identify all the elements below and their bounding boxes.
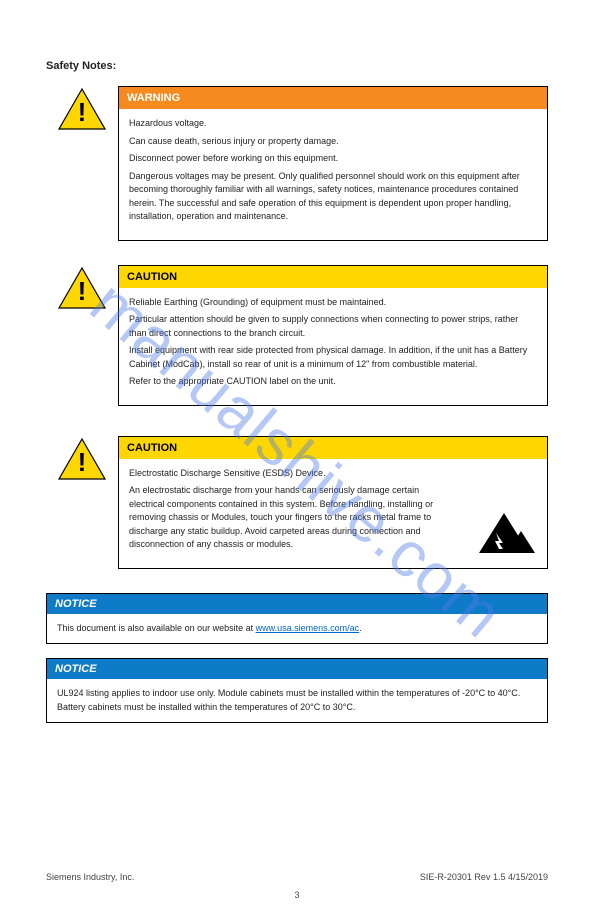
notice-block: NOTICE This document is also available o… (46, 593, 548, 645)
svg-text:!: ! (78, 276, 87, 306)
caution-block: ! CAUTION Reliable Earthing (Grounding) … (46, 265, 548, 406)
notice-block: NOTICE UL924 listing applies to indoor u… (46, 658, 548, 723)
warning-body: Hazardous voltage. Can cause death, seri… (119, 109, 547, 240)
caution-triangle-icon: ! (58, 267, 106, 309)
warning-triangle-icon: ! (58, 88, 106, 130)
website-link[interactable]: www.usa.siemens.com/ac (256, 623, 360, 633)
caution-body: Reliable Earthing (Grounding) of equipme… (119, 288, 547, 405)
warning-header: WARNING (119, 87, 547, 109)
svg-text:!: ! (78, 97, 87, 127)
caution-header: CAUTION (119, 266, 547, 288)
caution-esd-block: ! CAUTION Electrostatic Discharge Sensit… (46, 436, 548, 569)
caution-esd-body: Electrostatic Discharge Sensitive (ESDS)… (119, 459, 547, 568)
footer-right: SIE-R-20301 Rev 1.5 4/15/2019 (420, 872, 548, 882)
caution-line: Install equipment with rear side protect… (129, 344, 537, 371)
warning-line: Hazardous voltage. (129, 117, 537, 131)
page-footer: Siemens Industry, Inc. SIE-R-20301 Rev 1… (46, 872, 548, 882)
caution-esd-line: An electrostatic discharge from your han… (129, 484, 455, 552)
caution-triangle-icon: ! (58, 438, 106, 480)
notice-body: This document is also available on our w… (47, 614, 547, 644)
caution-esd-line: Electrostatic Discharge Sensitive (ESDS)… (129, 467, 455, 481)
caution-esd-header: CAUTION (119, 437, 547, 459)
notice-header: NOTICE (47, 659, 547, 679)
caution-line: Reliable Earthing (Grounding) of equipme… (129, 296, 537, 310)
footer-left: Siemens Industry, Inc. (46, 872, 134, 882)
page-number: 3 (0, 890, 594, 900)
caution-line: Refer to the appropriate CAUTION label o… (129, 375, 537, 389)
warning-block: ! WARNING Hazardous voltage. Can cause d… (46, 86, 548, 241)
warning-line: Can cause death, serious injury or prope… (129, 135, 537, 149)
notice-body: UL924 listing applies to indoor use only… (47, 679, 547, 722)
warning-line: Disconnect power before working on this … (129, 152, 537, 166)
warning-line: Dangerous voltages may be present. Only … (129, 170, 537, 224)
notice-header: NOTICE (47, 594, 547, 614)
caution-line: Particular attention should be given to … (129, 313, 537, 340)
svg-text:!: ! (78, 447, 87, 477)
esd-icon (469, 505, 539, 560)
page-title: Safety Notes: (46, 60, 548, 72)
